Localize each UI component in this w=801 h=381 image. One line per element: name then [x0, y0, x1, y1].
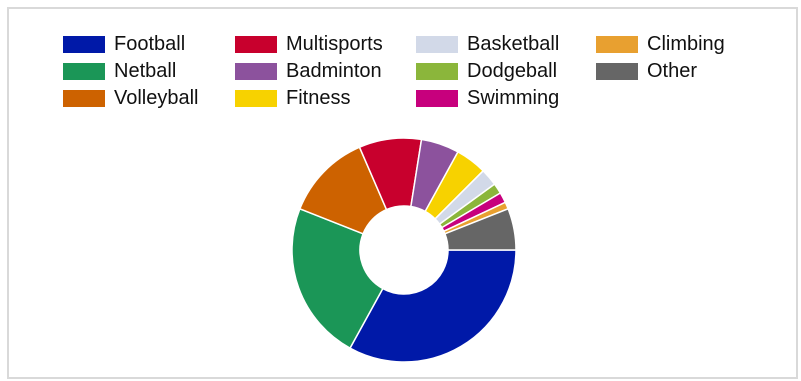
legend-label-football: Football	[114, 32, 186, 55]
legend-item-netball: Netball	[63, 60, 176, 82]
legend-swatch-basketball	[416, 35, 458, 53]
legend-item-other: Other	[596, 60, 697, 82]
legend-label-climbing: Climbing	[647, 32, 725, 55]
legend-label-swimming: Swimming	[467, 86, 560, 109]
legend-label-fitness: Fitness	[286, 86, 351, 109]
legend-label-other: Other	[647, 59, 698, 82]
donut-slice-netball	[291, 207, 384, 350]
legend-swatch-dodgeball	[416, 62, 458, 80]
donut-chart	[291, 137, 517, 363]
legend-swatch-swimming	[416, 89, 458, 107]
legend-item-badminton: Badminton	[235, 60, 382, 82]
legend-swatch-fitness	[235, 89, 277, 107]
legend-item-climbing: Climbing	[596, 33, 725, 55]
legend-label-netball: Netball	[114, 59, 177, 82]
legend-item-volleyball: Volleyball	[63, 87, 199, 109]
legend-label-dodgeball: Dodgeball	[467, 59, 558, 82]
legend-swatch-badminton	[235, 62, 277, 80]
legend-swatch-other	[596, 62, 638, 80]
legend-label-badminton: Badminton	[286, 59, 382, 82]
legend-item-swimming: Swimming	[416, 87, 559, 109]
legend-label-volleyball: Volleyball	[114, 86, 199, 109]
legend-item-football: Football	[63, 33, 185, 55]
legend-swatch-multisports	[235, 35, 277, 53]
legend-item-basketball: Basketball	[416, 33, 559, 55]
chart-panel: Football Netball Volleyball Multisports Badm…	[7, 7, 798, 379]
legend-label-multisports: Multisports	[286, 32, 383, 55]
donut-slice-other	[443, 207, 517, 251]
legend-item-multisports: Multisports	[235, 33, 383, 55]
legend-item-dodgeball: Dodgeball	[416, 60, 557, 82]
donut-slice-football	[349, 249, 517, 363]
legend-swatch-netball	[63, 62, 105, 80]
legend-swatch-volleyball	[63, 89, 105, 107]
legend-swatch-football	[63, 35, 105, 53]
legend-item-fitness: Fitness	[235, 87, 350, 109]
legend-label-basketball: Basketball	[467, 32, 560, 55]
chart-legend: Football Netball Volleyball Multisports Badm…	[9, 9, 796, 119]
legend-swatch-climbing	[596, 35, 638, 53]
